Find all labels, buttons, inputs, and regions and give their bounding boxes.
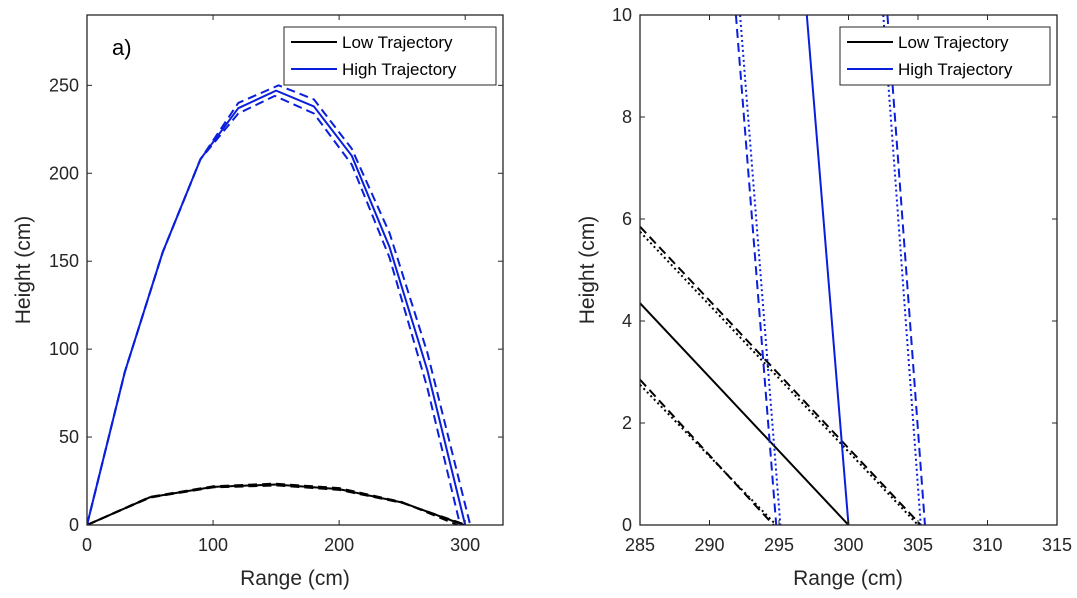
panel-b-legend-label-low: Low Trajectory — [898, 33, 1009, 52]
panel-b-series-8-dashed-line — [886, 15, 926, 525]
x-tick-label: 300 — [450, 535, 480, 555]
y-tick-label: 8 — [622, 107, 632, 127]
panel-a-y-axis-label: Height (cm) — [12, 216, 35, 325]
panel-b-series-7-dotted-line — [739, 15, 782, 525]
panel-b-zoom-chart: 285 290 295 300 305 310 315 0 2 4 6 8 10 Range (cm)… — [576, 5, 1072, 590]
x-tick-label: 295 — [764, 535, 794, 555]
panel-b-legend-box — [839, 26, 1051, 86]
panel-a-tag: a) — [112, 35, 132, 60]
panel-a-legend: Low Trajectory High Trajectory — [283, 26, 497, 86]
panel-b-legend: Low Trajectory High Trajectory — [839, 26, 1051, 86]
panel-b-series-5-solid-line — [805, 15, 850, 525]
panel-b-curves — [640, 15, 926, 525]
panel-a-y-ticks: 0 50 100 150 200 250 — [49, 75, 503, 535]
panel-b-y-ticks: 0 2 4 6 8 10 — [612, 5, 1057, 535]
panel-a-legend-label-high: High Trajectory — [342, 60, 457, 79]
panel-a-legend-label-low: Low Trajectory — [342, 33, 453, 52]
panel-b-series-6-dashed-line — [734, 15, 778, 525]
y-tick-label: 4 — [622, 311, 632, 331]
y-tick-label: 250 — [49, 75, 79, 95]
panel-a-series-2-dashed-line — [87, 484, 467, 525]
x-tick-label: 100 — [198, 535, 228, 555]
panel-b-y-axis-label: Height (cm) — [576, 216, 599, 325]
panel-a-curves — [87, 84, 472, 525]
panel-b-series-0-solid-line — [640, 302, 850, 525]
y-tick-label: 6 — [622, 209, 632, 229]
panel-a-legend-box — [283, 26, 497, 86]
panel-a-x-axis-label: Range (cm) — [240, 567, 350, 590]
y-tick-label: 50 — [59, 427, 79, 447]
panel-b-x-ticks: 285 290 295 300 305 310 315 — [625, 15, 1072, 555]
y-tick-label: 0 — [622, 515, 632, 535]
x-tick-label: 290 — [694, 535, 724, 555]
x-tick-label: 315 — [1042, 535, 1072, 555]
panel-b-series-3-dashed-line — [640, 378, 775, 525]
panel-b-plot-area — [640, 15, 1057, 525]
panel-b-series-2-dotted-line — [640, 231, 919, 525]
panel-a-range-height-chart: 0 100 200 300 0 50 100 150 200 250 a) Range (cm)… — [12, 14, 504, 590]
x-tick-label: 310 — [972, 535, 1002, 555]
x-tick-label: 285 — [625, 535, 655, 555]
panel-a-series-5-dashed-line — [87, 94, 462, 525]
y-tick-label: 2 — [622, 413, 632, 433]
y-tick-label: 150 — [49, 251, 79, 271]
y-tick-label: 10 — [612, 5, 632, 25]
x-tick-label: 300 — [833, 535, 863, 555]
x-tick-label: 305 — [903, 535, 933, 555]
panel-b-x-axis-label: Range (cm) — [793, 567, 903, 590]
panel-a-x-ticks: 0 100 200 300 — [82, 15, 480, 555]
panel-b-series-1-dashed-line — [640, 225, 922, 525]
x-tick-label: 0 — [82, 535, 92, 555]
x-tick-label: 200 — [324, 535, 354, 555]
y-tick-label: 0 — [69, 515, 79, 535]
y-tick-label: 200 — [49, 163, 79, 183]
y-tick-label: 100 — [49, 339, 79, 359]
panel-b-series-9-dotted-line — [882, 15, 922, 525]
panel-b-legend-label-high: High Trajectory — [898, 60, 1013, 79]
panel-a-axes-box — [86, 14, 504, 526]
